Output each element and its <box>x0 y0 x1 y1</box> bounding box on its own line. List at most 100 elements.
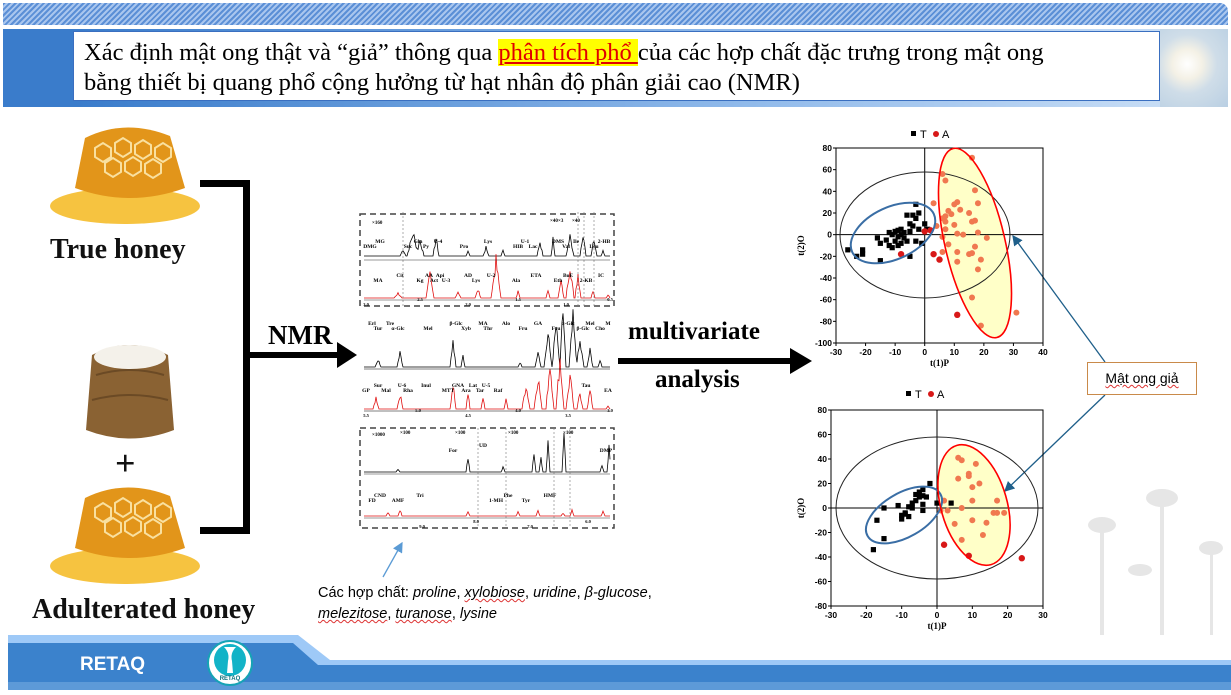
y-tick-label: -20 <box>820 251 833 261</box>
point-true-honey <box>920 487 926 493</box>
peak-label-panel2-red: U-5 <box>482 383 491 389</box>
point-true-honey <box>877 240 883 246</box>
peak-label-panel2-red: MTT <box>442 388 455 394</box>
peak-label-panel1-black: DMS <box>552 239 564 245</box>
point-adulterated-honey <box>939 249 946 255</box>
point-adulterated-honey <box>930 200 937 207</box>
footer-band <box>8 635 1231 690</box>
peak-label-panel2-black: α-Glc <box>561 321 575 327</box>
peak-label-panel2-black: Tre <box>386 321 395 327</box>
ellipse-adulterated-honey <box>937 443 1011 567</box>
point-adulterated-honey <box>955 475 962 482</box>
x-tick-label: 0 <box>935 610 940 620</box>
point-adulterated-honey <box>945 241 952 248</box>
point-true-honey <box>927 480 933 487</box>
legend-label-a: A <box>942 129 950 141</box>
point-adulterated-honey <box>974 229 981 236</box>
peak-label-panel1-red: Lys <box>472 278 480 284</box>
point-adulterated-honey <box>971 187 978 194</box>
peak-label-panel2-black: GA <box>534 321 542 327</box>
flour-sack-image <box>86 345 174 439</box>
legend-marker-t <box>906 391 911 396</box>
x-tick-label: 30 <box>1038 610 1048 620</box>
point-true-honey <box>910 212 916 218</box>
x-tick-label: 20 <box>1003 610 1013 620</box>
peak-label-panel2-black: Xyb <box>461 326 471 332</box>
x-tick-label: 30 <box>1009 347 1019 357</box>
peak-label-panel1-black: Suc <box>404 244 413 250</box>
point-adulterated-outlier <box>954 311 961 319</box>
y-axis-label: t(2)O <box>796 498 806 519</box>
peak-label-panel3-red: Tyr <box>522 498 531 504</box>
point-adulterated-honey <box>944 507 951 514</box>
axis-tick-panel2: 5.5 <box>363 413 369 418</box>
point-true-honey <box>899 516 905 522</box>
spectrum-trace-panel3-black <box>364 433 611 473</box>
point-adulterated-honey <box>977 322 984 329</box>
point-adulterated-honey <box>954 249 961 255</box>
point-true-honey <box>913 491 919 498</box>
peak-label-panel1-black: U-1 <box>521 239 530 245</box>
peak-label-panel3-red: Tri <box>416 493 424 499</box>
point-adulterated-outlier <box>940 541 948 548</box>
x-tick-label: 10 <box>968 610 978 620</box>
peak-label-panel2-black: β-Glc <box>450 321 464 327</box>
axis-tick-panel3: 9.0 <box>419 524 425 529</box>
point-true-honey <box>877 258 883 264</box>
y-tick-label: -20 <box>815 528 828 538</box>
point-adulterated-outlier <box>897 250 905 258</box>
point-true-honey <box>907 221 913 227</box>
compound-lysine: lysine <box>459 606 497 622</box>
peak-label-panel1-red: U-3 <box>442 278 451 284</box>
ellipse-true-honey <box>865 485 943 545</box>
peak-label-panel1-red: ETA <box>531 273 542 279</box>
peak-label-panel2-black: Erl <box>368 321 376 327</box>
peak-label-panel3-red: Phe <box>504 493 513 499</box>
y-tick-label: -60 <box>815 577 828 587</box>
point-true-honey <box>920 507 926 514</box>
point-true-honey <box>919 240 925 246</box>
nmr-label: NMR <box>268 320 333 350</box>
peak-label-panel1-black: MG <box>375 239 385 245</box>
point-adulterated-honey <box>957 206 964 213</box>
compound-uridine: uridine <box>533 585 577 601</box>
peak-label-panel1-black: Lys <box>484 239 492 245</box>
axis-tick-panel1: 3.0 <box>363 302 369 307</box>
point-adulterated-outlier <box>936 256 943 263</box>
point-true-honey <box>913 215 919 222</box>
peak-label-panel1-red: IC <box>598 273 604 279</box>
nmr-arrow <box>245 342 357 368</box>
point-true-honey <box>904 212 910 218</box>
point-true-honey <box>854 253 860 259</box>
x-tick-label: -30 <box>830 347 843 357</box>
x-tick-label: 0 <box>922 347 927 357</box>
bracket-top <box>200 180 250 187</box>
retaq-logo: RETAQ <box>207 640 253 686</box>
point-adulterated-honey <box>942 218 949 225</box>
point-adulterated-honey <box>972 460 979 467</box>
point-true-honey <box>916 489 922 495</box>
point-adulterated-honey <box>1001 509 1008 516</box>
y-tick-label: 80 <box>823 143 833 153</box>
peak-label-panel1-black: U-4 <box>434 239 443 245</box>
peak-label-panel1-red: BoE <box>563 273 573 279</box>
spectrum-trace-panel2-black <box>364 309 610 368</box>
point-adulterated-honey <box>969 250 976 257</box>
title-part2: của các hợp chất đặc trưng trong mật ong <box>637 39 1044 66</box>
point-true-honey <box>948 500 954 506</box>
point-true-honey <box>904 238 910 244</box>
point-true-honey <box>874 235 880 241</box>
peak-label-panel2-black: Alo <box>502 321 511 327</box>
legend-label-t: T <box>915 389 922 401</box>
axis-tick-panel2: 5.0 <box>415 408 421 413</box>
y-tick-label: 0 <box>827 230 832 240</box>
honeycomb-image-true <box>50 127 200 224</box>
point-true-honey <box>870 547 876 553</box>
peak-label-panel2-red: U-6 <box>398 383 407 389</box>
point-true-honey <box>916 226 922 232</box>
multiplier-label: ×40 <box>572 219 580 224</box>
point-adulterated-honey <box>954 199 961 206</box>
peak-label-panel2-black: Fru <box>552 326 561 332</box>
compound-beta-glucose: β-glucose <box>584 585 648 601</box>
